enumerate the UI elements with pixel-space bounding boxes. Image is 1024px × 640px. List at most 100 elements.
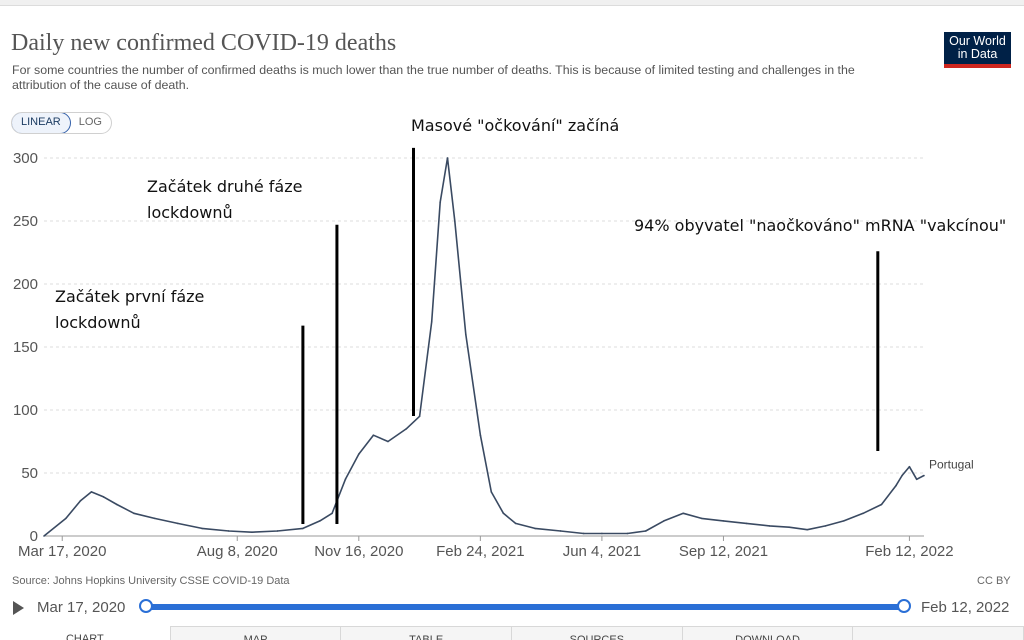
data-point	[133, 512, 135, 515]
y-tick-label: 300	[13, 150, 38, 167]
tab-share[interactable]	[853, 626, 1024, 640]
play-icon[interactable]	[13, 601, 24, 615]
timeline-start-label: Mar 17, 2020	[37, 599, 126, 616]
data-point	[430, 321, 433, 323]
data-point	[102, 496, 105, 498]
data-point	[559, 530, 562, 532]
scale-toggle: LINEAR LOG	[11, 112, 112, 134]
data-point	[842, 520, 845, 522]
annotation-text: Začátek první fáze	[55, 287, 204, 306]
data-point	[626, 532, 629, 535]
timeline-track[interactable]	[146, 604, 904, 610]
data-point	[663, 520, 665, 522]
x-tick-label: Sep 12, 2021	[679, 543, 768, 560]
timeline-end-label: Feb 12, 2022	[921, 599, 1010, 616]
grid-layer	[44, 157, 924, 537]
series-line-portugal	[43, 157, 925, 537]
logo-line-1: Our World	[949, 34, 1006, 48]
data-point	[895, 484, 897, 487]
data-point	[490, 491, 493, 493]
data-point	[601, 532, 603, 535]
data-point	[901, 474, 903, 477]
y-tick-label: 0	[30, 528, 38, 545]
data-point	[201, 527, 203, 530]
data-point	[251, 531, 253, 534]
chart-svg: 0 50 100 150 200 250 300 Mar 17, 2020 Aug 8, 20…	[13, 116, 1006, 560]
tab-download[interactable]: DOWNLOAD	[682, 626, 854, 640]
data-point	[908, 465, 911, 468]
data-point	[454, 220, 456, 222]
data-point	[700, 517, 703, 520]
data-point	[358, 453, 360, 455]
series-label: Portugal	[929, 458, 974, 472]
data-point	[65, 517, 67, 520]
data-point	[534, 527, 536, 530]
data-point	[479, 434, 482, 437]
data-point	[116, 503, 118, 506]
tab-chart[interactable]: CHART	[0, 626, 171, 640]
data-point	[227, 530, 230, 532]
tab-map[interactable]: MAP	[170, 626, 342, 640]
x-tick-label: Aug 8, 2020	[197, 543, 278, 560]
data-point	[915, 478, 918, 481]
data-point	[43, 535, 45, 537]
data-point	[344, 478, 347, 481]
license-link[interactable]: CC BY	[977, 575, 1011, 587]
series-layer: Portugal	[43, 157, 974, 537]
data-point	[405, 428, 408, 430]
owid-logo[interactable]: Our World in Data	[944, 32, 1011, 68]
data-point	[331, 512, 333, 515]
logo-line-2: in Data	[957, 47, 998, 61]
annotation-text: 94% obyvatel "naočkováno" mRNA "vakcínou…	[634, 216, 1006, 235]
data-point	[722, 520, 725, 522]
data-point	[464, 333, 467, 336]
annotation-text-line2: lockdownů	[55, 313, 141, 332]
source-note[interactable]: Source: Johns Hopkins University CSSE CO…	[12, 575, 290, 587]
y-tick-label: 250	[13, 213, 38, 230]
x-tick-labels: Mar 17, 2020 Aug 8, 2020 Nov 16, 2020 Feb 2…	[18, 536, 954, 560]
y-tick-label: 150	[13, 339, 38, 356]
y-tick-labels: 0 50 100 150 200 250 300	[13, 150, 38, 545]
y-tick-label: 50	[21, 465, 38, 482]
chart-subtitle: For some countries the number of confirm…	[12, 63, 855, 92]
data-point	[418, 415, 421, 418]
data-point	[682, 512, 685, 515]
tab-sources[interactable]: SOURCES	[512, 626, 683, 640]
linear-scale-button[interactable]: LINEAR	[11, 113, 71, 133]
timeline-end-handle[interactable]	[897, 599, 911, 613]
data-point	[788, 526, 790, 528]
data-point	[582, 532, 585, 535]
data-point	[768, 525, 771, 527]
x-tick-label: Feb 24, 2021	[436, 543, 524, 560]
data-point	[514, 522, 517, 525]
log-scale-button[interactable]: LOG	[78, 116, 102, 128]
data-point	[880, 503, 883, 506]
tab-bar: CHART MAP TABLE SOURCES DOWNLOAD	[0, 626, 1024, 640]
data-point	[276, 530, 279, 532]
data-point	[923, 474, 925, 477]
data-point	[387, 440, 389, 443]
top-border	[0, 0, 1024, 6]
timeline-start-handle[interactable]	[139, 599, 153, 613]
x-tick-label: Nov 16, 2020	[314, 543, 403, 560]
data-point	[153, 517, 156, 520]
data-point	[319, 520, 321, 522]
annotation-text: Začátek druhé fáze	[147, 177, 302, 196]
annotation-text: Masové "očkování" začíná	[411, 116, 619, 135]
y-tick-label: 100	[13, 402, 38, 419]
data-point	[302, 527, 304, 530]
annotation-text-line2: lockdownů	[147, 203, 233, 222]
data-point	[79, 499, 82, 502]
data-point	[372, 434, 375, 437]
data-point	[176, 522, 179, 525]
x-tick-label: Feb 12, 2022	[865, 543, 953, 560]
x-tick-label: Mar 17, 2020	[18, 543, 106, 560]
data-point	[862, 512, 865, 515]
data-point	[90, 491, 93, 493]
data-point	[644, 530, 647, 532]
tab-table[interactable]: TABLE	[341, 626, 513, 640]
data-point	[502, 512, 505, 515]
data-point	[446, 157, 449, 159]
data-point	[806, 528, 809, 531]
y-tick-label: 200	[13, 276, 38, 293]
